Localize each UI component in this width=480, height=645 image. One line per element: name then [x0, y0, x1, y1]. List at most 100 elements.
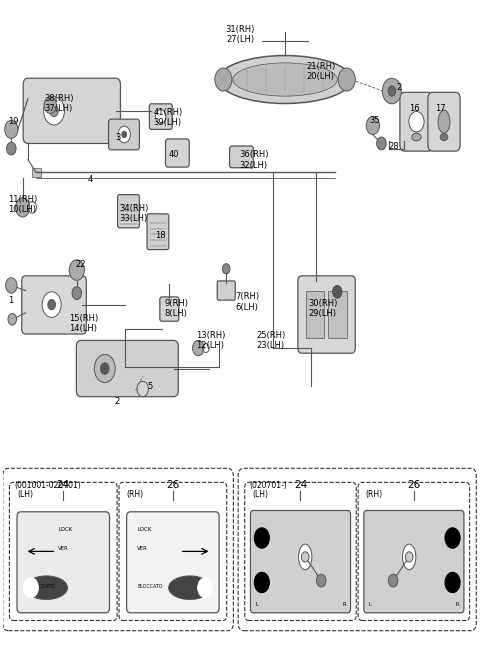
FancyBboxPatch shape: [428, 92, 460, 151]
Text: 39(LH): 39(LH): [154, 119, 182, 128]
Text: BLOCCATO: BLOCCATO: [29, 584, 55, 589]
Ellipse shape: [438, 110, 450, 134]
Circle shape: [72, 286, 82, 299]
Ellipse shape: [168, 576, 211, 599]
Text: 7(RH): 7(RH): [235, 292, 259, 301]
Text: 14(LH): 14(LH): [69, 324, 97, 333]
Circle shape: [388, 574, 398, 587]
Circle shape: [445, 572, 460, 593]
Text: 13(RH): 13(RH): [196, 331, 226, 340]
Text: 32(LH): 32(LH): [239, 161, 267, 170]
Text: (RH): (RH): [127, 490, 144, 499]
Text: 26: 26: [166, 480, 180, 490]
Circle shape: [409, 112, 424, 132]
Text: 38(RH): 38(RH): [45, 94, 74, 103]
FancyBboxPatch shape: [17, 511, 109, 613]
Circle shape: [122, 132, 127, 137]
Text: 40: 40: [169, 150, 180, 159]
Text: 4: 4: [87, 175, 93, 184]
Text: 17: 17: [435, 104, 446, 114]
Circle shape: [445, 528, 460, 548]
Circle shape: [7, 142, 16, 155]
Circle shape: [44, 97, 56, 114]
Circle shape: [15, 198, 30, 217]
Text: 37(LH): 37(LH): [45, 104, 73, 114]
Circle shape: [377, 137, 386, 150]
Text: VER: VER: [137, 546, 148, 551]
FancyBboxPatch shape: [149, 104, 172, 130]
Text: 2: 2: [396, 83, 402, 92]
FancyBboxPatch shape: [23, 78, 120, 143]
Text: 9(RH): 9(RH): [164, 299, 188, 308]
Ellipse shape: [440, 134, 448, 141]
Bar: [32, 168, 41, 177]
FancyBboxPatch shape: [147, 213, 169, 250]
Circle shape: [95, 355, 115, 382]
Text: (RH): (RH): [366, 490, 383, 499]
Text: L: L: [255, 602, 258, 608]
Text: VER: VER: [58, 546, 69, 551]
Text: R: R: [456, 602, 459, 608]
Text: 10(LH): 10(LH): [9, 206, 36, 214]
Circle shape: [24, 578, 38, 598]
FancyBboxPatch shape: [400, 92, 433, 151]
Text: 11(RH): 11(RH): [9, 195, 38, 204]
Circle shape: [254, 572, 269, 593]
Ellipse shape: [25, 576, 68, 599]
Circle shape: [338, 68, 355, 91]
Circle shape: [301, 552, 309, 562]
Circle shape: [50, 105, 58, 117]
Circle shape: [48, 299, 56, 310]
Text: 31(RH): 31(RH): [225, 25, 255, 34]
FancyBboxPatch shape: [160, 297, 179, 321]
Bar: [328, 290, 347, 339]
Circle shape: [118, 126, 131, 143]
Ellipse shape: [233, 63, 337, 96]
Text: 3: 3: [116, 133, 121, 141]
Text: 24: 24: [57, 480, 70, 490]
Text: 24: 24: [294, 480, 307, 490]
Text: (LH): (LH): [17, 490, 33, 499]
Text: (020701-): (020701-): [250, 481, 287, 490]
Circle shape: [222, 264, 230, 274]
Text: 25(RH): 25(RH): [257, 331, 286, 340]
Text: L: L: [369, 602, 372, 608]
Circle shape: [69, 260, 84, 281]
Circle shape: [366, 117, 380, 135]
FancyBboxPatch shape: [22, 276, 86, 334]
Text: 23(LH): 23(LH): [257, 341, 285, 350]
Text: 35: 35: [369, 116, 380, 125]
FancyBboxPatch shape: [364, 510, 464, 613]
Text: 18: 18: [156, 231, 166, 240]
FancyBboxPatch shape: [118, 195, 139, 228]
FancyBboxPatch shape: [76, 341, 179, 397]
Circle shape: [388, 86, 396, 96]
Text: 6(LH): 6(LH): [235, 303, 258, 312]
Circle shape: [316, 574, 326, 587]
Text: 21(RH): 21(RH): [306, 62, 336, 71]
Text: 26: 26: [407, 480, 420, 490]
Text: 2: 2: [114, 397, 120, 406]
Circle shape: [406, 552, 413, 562]
Text: (001001-020701): (001001-020701): [14, 481, 81, 490]
Ellipse shape: [219, 55, 351, 103]
Circle shape: [42, 292, 61, 317]
FancyBboxPatch shape: [127, 511, 219, 613]
Circle shape: [44, 97, 64, 125]
Text: 5: 5: [147, 382, 153, 391]
FancyBboxPatch shape: [298, 276, 355, 353]
FancyBboxPatch shape: [251, 510, 350, 613]
Text: LOCK: LOCK: [137, 528, 152, 532]
Text: 30(RH): 30(RH): [308, 299, 338, 308]
Text: 33(LH): 33(LH): [120, 214, 148, 223]
Text: (LH): (LH): [252, 490, 268, 499]
Text: 19: 19: [9, 117, 19, 126]
Text: 20(LH): 20(LH): [306, 72, 335, 81]
FancyBboxPatch shape: [166, 139, 189, 167]
Circle shape: [5, 121, 18, 138]
Text: 8(LH): 8(LH): [164, 309, 187, 318]
Bar: [306, 290, 324, 339]
Ellipse shape: [403, 544, 416, 570]
Circle shape: [8, 313, 16, 325]
Text: 27(LH): 27(LH): [226, 35, 254, 45]
